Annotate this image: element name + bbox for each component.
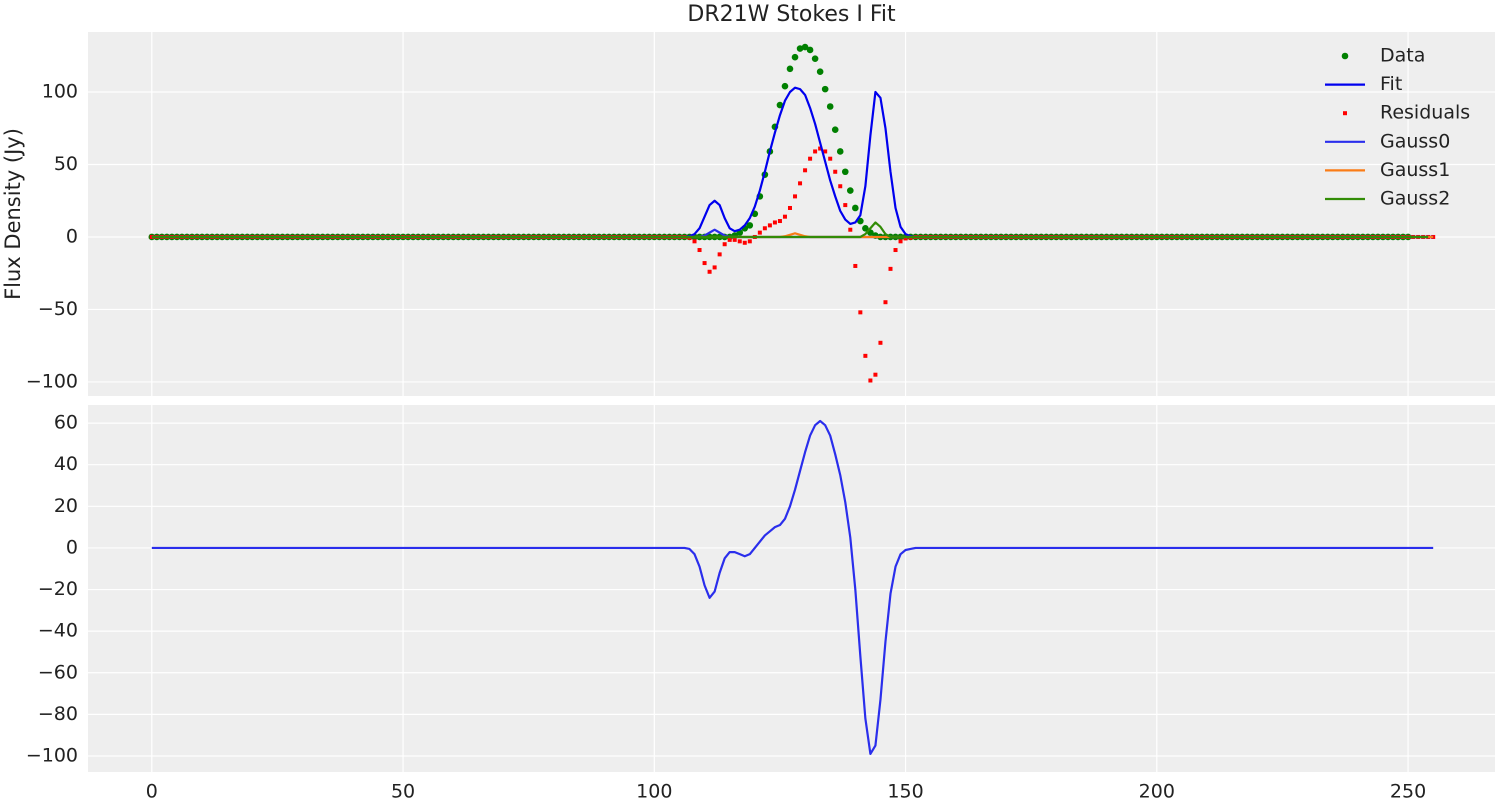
residual-point xyxy=(813,149,818,154)
y-tick-label: 40 xyxy=(54,453,78,475)
y-axis-label: Flux Density (Jy) xyxy=(1,128,25,300)
y-tick-label: −50 xyxy=(38,298,78,320)
y-tick-label: 20 xyxy=(54,495,78,517)
residual-point xyxy=(772,220,777,225)
residual-point xyxy=(782,214,787,219)
y-tick-label: 60 xyxy=(54,412,78,434)
residual-point xyxy=(893,248,898,253)
x-tick-label: 0 xyxy=(146,781,158,800)
legend-label: Gauss2 xyxy=(1380,188,1450,210)
residual-point xyxy=(873,372,878,377)
data-point xyxy=(826,103,834,110)
residual-point xyxy=(833,169,838,174)
data-point xyxy=(816,68,824,76)
residual-point xyxy=(737,239,742,244)
legend-label: Residuals xyxy=(1380,102,1470,124)
residual-point xyxy=(762,226,767,231)
residual-point xyxy=(843,203,848,208)
legend-label: Gauss0 xyxy=(1380,130,1450,152)
data-point xyxy=(836,148,844,155)
plot-area xyxy=(88,405,1495,772)
residual-point xyxy=(727,237,732,242)
y-tick-label: 50 xyxy=(54,153,78,175)
residual-point xyxy=(787,205,792,210)
residual-point xyxy=(692,239,697,244)
data-point xyxy=(806,46,814,54)
data-point xyxy=(801,43,809,51)
series-line xyxy=(151,419,1434,755)
residual-point xyxy=(697,248,702,253)
residual-point xyxy=(757,230,762,235)
residual-point xyxy=(878,340,883,345)
x-tick-label: 200 xyxy=(1139,781,1175,800)
residual-point xyxy=(1431,234,1436,239)
data-point xyxy=(791,53,799,61)
residual-point xyxy=(777,219,782,224)
data-point xyxy=(811,55,819,62)
residual-point xyxy=(853,263,858,268)
legend-label: Data xyxy=(1380,45,1425,67)
series-line xyxy=(151,221,1429,239)
residual-point xyxy=(863,353,868,358)
legend-label: Fit xyxy=(1380,73,1402,95)
residual-point xyxy=(898,239,903,244)
residual-point xyxy=(803,168,808,173)
y-tick-label: 0 xyxy=(66,225,78,247)
legend-marker xyxy=(1343,111,1347,116)
residual-point xyxy=(858,310,863,315)
y-tick-label: −100 xyxy=(26,744,78,766)
residual-point xyxy=(793,194,798,199)
data-point xyxy=(841,168,849,176)
residual-point xyxy=(712,265,717,270)
residual-point xyxy=(888,266,893,271)
residual-point xyxy=(903,236,908,241)
residual-point xyxy=(717,252,722,257)
residual-point xyxy=(883,300,888,305)
y-tick-label: −100 xyxy=(26,370,78,392)
data-point xyxy=(862,224,869,232)
residual-point xyxy=(848,227,853,232)
residual-point xyxy=(818,146,823,151)
data-point xyxy=(746,222,754,229)
residual-point xyxy=(828,156,833,161)
legend-label: Gauss1 xyxy=(1380,159,1450,181)
y-tick-label: −80 xyxy=(38,703,78,725)
residual-point xyxy=(798,181,803,186)
data-point xyxy=(831,126,839,134)
residual-point xyxy=(702,261,707,266)
x-tick-label: 150 xyxy=(887,781,923,800)
y-tick-label: −60 xyxy=(38,661,78,683)
residual-point xyxy=(747,239,752,244)
y-tick-label: 100 xyxy=(42,81,78,103)
data-point xyxy=(821,85,829,93)
y-tick-label: −20 xyxy=(38,578,78,600)
data-point xyxy=(781,82,789,90)
plot-area xyxy=(88,32,1495,396)
data-point xyxy=(786,65,794,73)
data-point xyxy=(852,204,859,212)
residual-point xyxy=(707,269,712,274)
residual-point xyxy=(732,237,737,242)
residual-point xyxy=(868,378,873,383)
x-tick-label: 250 xyxy=(1390,781,1426,800)
data-point xyxy=(776,101,784,109)
residual-point xyxy=(767,223,772,228)
chart-title: DR21W Stokes I Fit xyxy=(687,2,896,27)
y-tick-label: −40 xyxy=(38,620,78,642)
x-tick-label: 50 xyxy=(391,781,415,800)
y-tick-label: 0 xyxy=(66,536,78,558)
residual-point xyxy=(149,234,154,239)
legend-marker xyxy=(1341,52,1349,60)
x-tick-label: 100 xyxy=(636,781,672,800)
data-point xyxy=(846,187,854,194)
residual-point xyxy=(742,240,747,245)
residual-point xyxy=(808,156,813,161)
residual-point xyxy=(722,242,727,247)
data-point xyxy=(796,45,804,52)
residual-point xyxy=(838,184,843,189)
residual-point xyxy=(823,149,828,154)
